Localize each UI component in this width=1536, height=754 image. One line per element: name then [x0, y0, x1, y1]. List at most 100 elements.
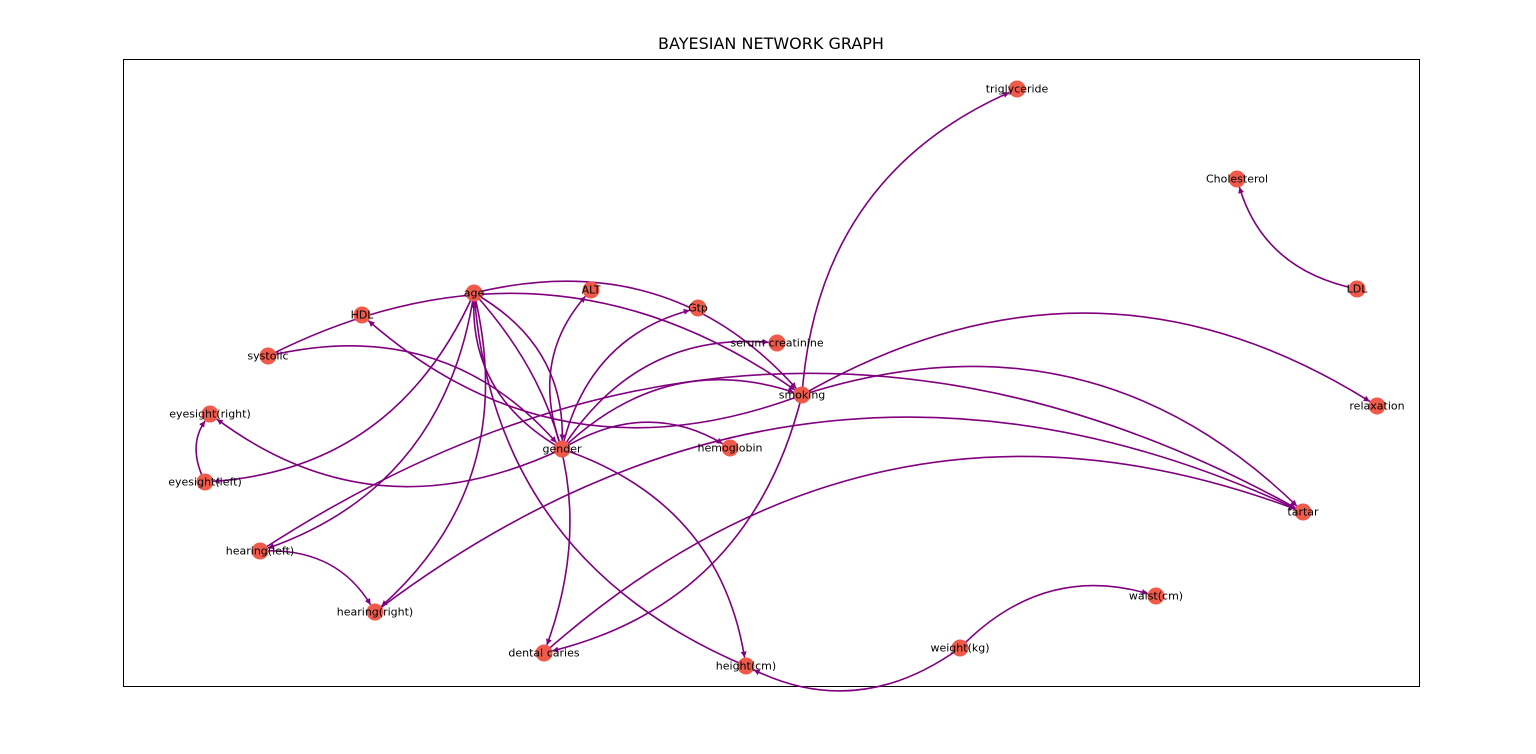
node-label-height: height(cm) — [716, 660, 776, 673]
node-height: height(cm) — [716, 657, 776, 675]
edge-hearing_left-to-tartar — [259, 372, 1296, 552]
node-relaxation: relaxation — [1349, 397, 1405, 415]
edge-gender-to-height — [561, 448, 746, 658]
edge-height-to-age — [473, 301, 747, 667]
edge-gender-to-age — [472, 301, 563, 450]
node-label-gender: gender — [543, 443, 582, 456]
node-dot-hearing_left — [251, 542, 269, 560]
node-label-eyesight_right: eyesight(right) — [169, 408, 251, 421]
node-label-eyesight_left: eyesight(left) — [168, 476, 242, 489]
edge-age-to-hearing_left — [267, 292, 475, 549]
node-dot-gender — [553, 440, 571, 458]
edge-hearing_right-to-tartar — [374, 416, 1296, 613]
edge-age-to-gender — [473, 292, 564, 441]
edge-gender-to-serum_creatinine — [561, 340, 769, 450]
node-dot-tartar — [1294, 503, 1312, 521]
node-dot-serum_creatinine — [768, 334, 786, 352]
arrowhead-gender-to-smoking — [787, 387, 794, 394]
arrowhead-age-to-dental_caries — [546, 638, 552, 646]
edge-smoking-to-tartar — [801, 365, 1298, 507]
node-Gtp: Gtp — [688, 299, 708, 317]
node-label-age: age — [464, 287, 485, 300]
node-hearing_right: hearing(right) — [337, 603, 413, 621]
edge-LDL-to-Cholesterol — [1238, 186, 1358, 290]
arrowhead-height-to-age — [472, 301, 479, 308]
node-label-hearing_left: hearing(left) — [226, 545, 294, 558]
node-tartar: tartar — [1287, 503, 1319, 521]
node-waist: waist(cm) — [1129, 587, 1183, 605]
node-dot-hemoglobin — [721, 439, 739, 457]
arrowhead-gender-to-Gtp — [683, 308, 690, 315]
arrowhead-gender-to-serum_creatinine — [762, 338, 769, 345]
edges-layer — [195, 91, 1371, 692]
edge-age-to-dental_caries — [473, 292, 571, 646]
arrowhead-age-to-hearing_right — [381, 600, 388, 607]
edge-age-to-hearing_right — [380, 292, 487, 607]
node-label-ALT: ALT — [582, 284, 601, 297]
node-age: age — [464, 284, 485, 302]
node-eyesight_left: eyesight(left) — [168, 473, 242, 491]
node-label-hearing_right: hearing(right) — [337, 606, 413, 619]
node-smoking: smoking — [779, 386, 826, 404]
edge-weight-to-height — [753, 647, 961, 692]
node-dot-ALT — [582, 281, 600, 299]
arrowhead-weight-to-height — [753, 669, 761, 676]
edge-gender-to-eyesight_right — [216, 418, 563, 488]
node-hearing_left: hearing(left) — [226, 542, 294, 560]
edge-smoking-to-dental_caries — [552, 394, 803, 652]
node-label-tartar: tartar — [1287, 506, 1319, 519]
edge-gender-to-Gtp — [561, 309, 691, 450]
node-label-Cholesterol: Cholesterol — [1206, 173, 1268, 186]
node-label-systolic: systolic — [247, 350, 288, 363]
plot-frame — [123, 59, 1420, 687]
edge-weight-to-waist — [959, 584, 1149, 649]
node-systolic: systolic — [247, 347, 289, 365]
node-dot-height — [737, 657, 755, 675]
node-dot-eyesight_right — [201, 405, 219, 423]
arrowhead-age-to-eyesight_left — [213, 477, 220, 484]
node-ALT: ALT — [582, 281, 601, 299]
edge-systolic-to-gender — [267, 345, 557, 444]
node-label-HDL: HDL — [351, 309, 375, 322]
node-label-relaxation: relaxation — [1349, 400, 1404, 413]
nodes-layer: triglyceride Cholesterol LDL age ALT Gtp HDL se… — [168, 80, 1405, 675]
arrowhead-weight-to-waist — [1141, 589, 1148, 595]
edge-smoking-to-relaxation — [801, 312, 1371, 403]
node-LDL: LDL — [1347, 280, 1369, 298]
node-label-triglyceride: triglyceride — [986, 83, 1049, 96]
node-dot-LDL — [1348, 280, 1366, 298]
node-label-hemoglobin: hemoglobin — [698, 442, 763, 455]
edge-smoking-to-triglyceride — [801, 91, 1010, 396]
arrowhead-gender-to-height — [740, 651, 747, 658]
edge-systolic-to-smoking — [267, 292, 796, 391]
arrowhead-systolic-to-gender — [550, 436, 557, 443]
arrowhead-gender-to-ALT — [579, 296, 586, 303]
arrowhead-smoking-to-relaxation — [1363, 395, 1370, 402]
node-HDL: HDL — [351, 306, 375, 324]
node-dot-waist — [1147, 587, 1165, 605]
node-dot-eyesight_left — [196, 473, 214, 491]
node-dot-hearing_right — [366, 603, 384, 621]
node-label-Gtp: Gtp — [688, 302, 708, 315]
node-dot-relaxation — [1368, 397, 1386, 415]
arrowhead-age-to-smoking — [790, 382, 797, 389]
node-hemoglobin: hemoglobin — [698, 439, 763, 457]
node-dental_caries: dental caries — [508, 644, 580, 662]
arrowhead-smoking-to-triglyceride — [1002, 92, 1010, 98]
node-gender: gender — [543, 440, 582, 458]
node-Cholesterol: Cholesterol — [1206, 170, 1268, 188]
edge-age-to-eyesight_left — [213, 292, 475, 483]
arrowhead-LDL-to-Cholesterol — [1238, 187, 1245, 194]
arrowhead-age-to-gender — [559, 434, 566, 441]
graph-title: BAYESIAN NETWORK GRAPH — [658, 34, 884, 53]
edge-smoking-to-HDL — [367, 320, 803, 429]
node-label-smoking: smoking — [779, 389, 826, 402]
node-label-dental_caries: dental caries — [508, 647, 579, 660]
node-label-LDL: LDL — [1347, 283, 1369, 296]
node-label-weight: weight(kg) — [930, 642, 989, 655]
node-triglyceride: triglyceride — [986, 80, 1049, 98]
node-serum_creatinine: serum creatinine — [730, 334, 824, 352]
node-label-waist: waist(cm) — [1129, 590, 1183, 603]
